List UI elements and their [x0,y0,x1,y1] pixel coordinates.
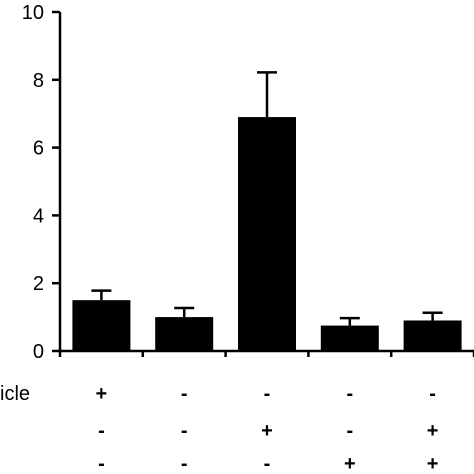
condition-sign: - [346,383,353,405]
error-bars [91,71,443,326]
condition-sign: + [427,420,439,442]
bar [72,300,131,351]
condition-sign: - [429,383,436,405]
bar [320,325,379,351]
condition-sign: - [181,453,188,474]
bars [72,117,462,351]
condition-sign: - [181,383,188,405]
condition-sign: - [264,383,271,405]
condition-sign: + [427,453,439,474]
bar [403,320,462,351]
condition-sign: + [96,383,108,405]
condition-sign: + [344,453,356,474]
condition-sign: - [98,453,105,474]
condition-sign: - [181,420,188,442]
x-axis [58,349,474,357]
bar [155,317,214,351]
bar [238,117,296,351]
condition-sign: - [98,420,105,442]
y-tick-label: 0 [33,341,44,363]
condition-table: icle + - - - - - - + - + - - - + + [0,383,438,474]
y-axis: 0 2 4 6 8 10 [22,2,62,363]
y-tick-label: 6 [33,138,44,160]
condition-label: icle [0,383,30,405]
y-tick-label: 8 [33,70,44,92]
condition-sign: - [264,453,271,474]
y-tick-label: 10 [22,2,44,24]
y-tick-label: 4 [33,205,44,227]
condition-sign: - [346,420,353,442]
y-tick-label: 2 [33,273,44,295]
condition-sign: + [261,420,273,442]
